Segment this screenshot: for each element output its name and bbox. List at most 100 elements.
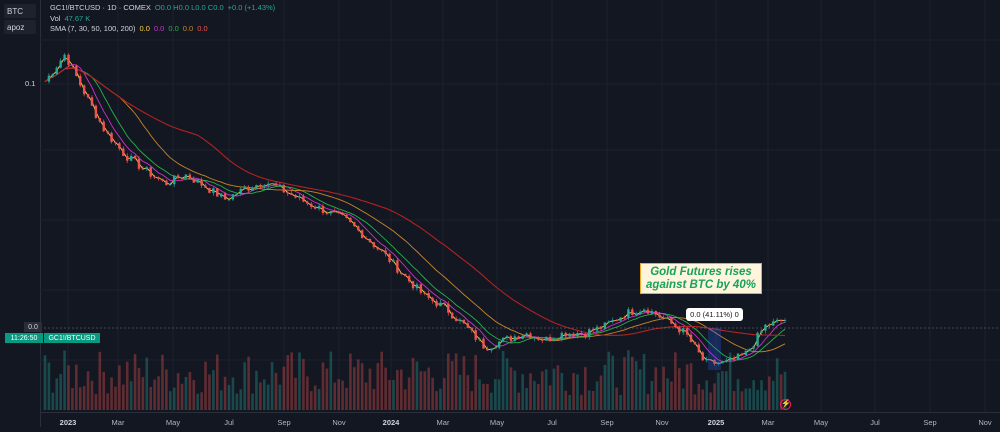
candle-body	[79, 75, 82, 86]
candle-body	[775, 319, 779, 322]
x-tick: Mar	[761, 418, 775, 427]
candle-body	[505, 336, 509, 338]
candle-body	[517, 336, 520, 339]
volume-bar	[779, 374, 783, 410]
time-axis[interactable]: 2023 Mar May Jul Sep Nov 2024 Mar May Jul Sep Nov 20…	[40, 412, 1000, 428]
candle-body	[725, 360, 728, 362]
candle-body	[580, 332, 583, 334]
volume-bar	[446, 353, 450, 410]
volume-bar	[744, 388, 748, 410]
candle-body	[239, 188, 242, 194]
candle-body	[357, 226, 360, 231]
candle-body	[533, 337, 536, 339]
candle-body	[67, 54, 70, 65]
layout-button[interactable]: apoz	[4, 20, 36, 34]
volume-bar	[509, 367, 513, 410]
volume-bar	[180, 383, 184, 410]
candle-body	[380, 249, 383, 251]
candle-body	[568, 333, 571, 337]
candle-body	[584, 333, 587, 338]
volume-bar	[540, 371, 544, 410]
volume-bar	[764, 390, 767, 410]
sma-value-50: 0.0	[168, 24, 179, 33]
sma-value-7: 0.0	[139, 24, 150, 33]
x-tick: 2025	[707, 418, 725, 427]
annotation-line-2: against BTC by 40%	[646, 279, 756, 291]
candle-body	[728, 357, 732, 361]
change-value: +0.0 (+1.43%)	[227, 3, 276, 12]
candle-body	[697, 344, 701, 353]
candle-body	[564, 332, 567, 337]
candle-body	[90, 97, 94, 106]
x-tick: 2024	[382, 418, 400, 427]
volume-bar	[666, 378, 669, 410]
volume-bar	[325, 368, 329, 410]
text-annotation[interactable]: Gold Futures rises against BTC by 40%	[640, 263, 762, 294]
candle-body	[560, 332, 564, 340]
volume-bar	[775, 358, 779, 410]
volume-bar	[572, 373, 575, 410]
candle-body	[447, 303, 450, 313]
volume-bar	[235, 393, 239, 410]
sma-line	[44, 67, 786, 361]
x-tick: May	[813, 418, 829, 427]
volume-bar	[662, 366, 665, 410]
candle-body	[486, 348, 489, 351]
candle-body	[75, 65, 78, 76]
volume-bar	[208, 374, 211, 410]
sma-value-100: 0.0	[182, 24, 194, 33]
x-tick: Mar	[436, 418, 450, 427]
candle-body	[685, 328, 689, 335]
candle-body	[627, 309, 630, 318]
candle-body	[169, 184, 172, 186]
volume-bar	[161, 354, 164, 410]
volume-bar	[419, 371, 423, 410]
candle-body	[443, 302, 446, 304]
x-tick: May	[489, 418, 505, 427]
volume-bar	[86, 371, 90, 410]
volume-bar	[333, 382, 337, 410]
candle-body	[658, 314, 661, 318]
candle-body	[783, 320, 787, 321]
volume-bar	[631, 356, 634, 410]
x-tick: Sep	[600, 418, 614, 427]
volume-bar	[329, 351, 333, 410]
volume-bar	[717, 372, 720, 410]
volume-bar	[556, 365, 560, 410]
volume-bar	[533, 381, 536, 410]
candle-body	[114, 142, 117, 144]
sma-label[interactable]: SMA (7, 30, 50, 100, 200)	[50, 24, 136, 33]
candle-body	[525, 333, 528, 336]
candle-body	[86, 94, 90, 98]
volume-bar	[157, 376, 160, 410]
volume-bar	[537, 384, 540, 410]
candle-body	[286, 192, 289, 194]
candle-body	[693, 341, 697, 345]
candle-body	[329, 210, 333, 214]
candle-body	[768, 324, 771, 326]
volume-bar	[278, 384, 282, 410]
candle-body	[392, 260, 395, 263]
volume-bar	[149, 386, 153, 410]
volume-bar	[356, 359, 360, 410]
candle-body	[521, 335, 524, 339]
volume-bar	[403, 389, 407, 410]
sma-line	[44, 64, 786, 362]
flash-icon[interactable]: ⚡	[780, 399, 791, 410]
candle-body	[744, 350, 748, 356]
candle-body	[153, 176, 156, 178]
volume-bar	[102, 371, 106, 410]
candle-body	[55, 67, 58, 75]
volume-bar	[114, 386, 117, 410]
grid	[40, 0, 1000, 412]
candle-body	[192, 178, 195, 183]
volume-bar	[239, 389, 243, 410]
volume-bar	[306, 376, 309, 410]
annotation-line-1: Gold Futures rises	[650, 266, 752, 278]
candle-body	[419, 284, 423, 293]
symbol-button[interactable]: BTC	[4, 4, 36, 18]
symbol-title[interactable]: GC1!/BTCUSD · 1D · COMEX	[50, 3, 151, 12]
volume-bar	[298, 352, 301, 410]
candle-body	[388, 253, 391, 263]
